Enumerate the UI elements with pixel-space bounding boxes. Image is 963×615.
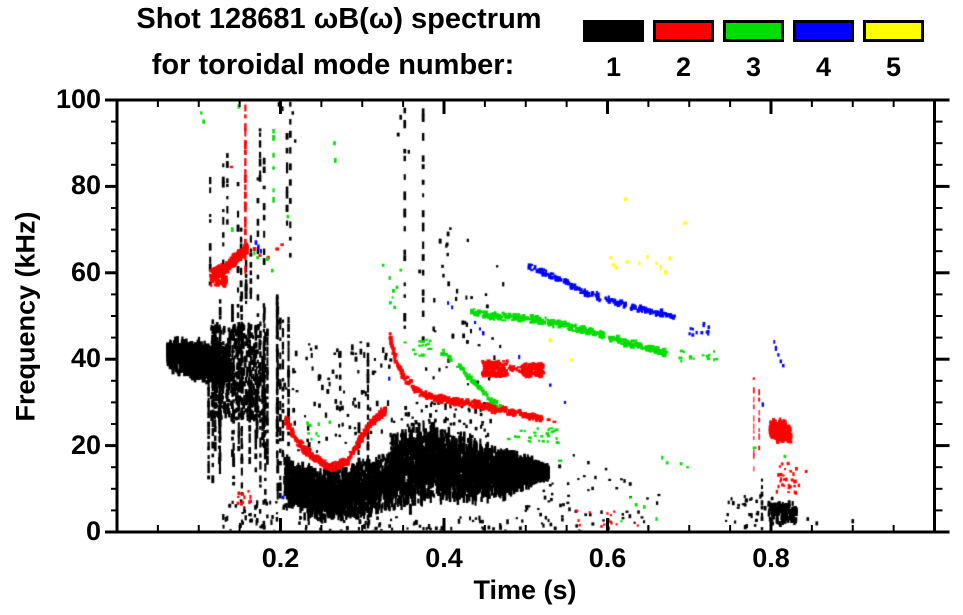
y-tick-label: 60 — [70, 256, 101, 287]
legend-swatch-mode-5 — [863, 20, 924, 42]
legend-swatch-mode-3 — [723, 20, 784, 42]
legend-label-mode-3: 3 — [745, 52, 762, 82]
x-axis-label: Time (s) — [473, 575, 577, 605]
legend-label-mode-1: 1 — [605, 52, 622, 82]
y-tick-label: 0 — [85, 516, 101, 546]
y-tick-label: 20 — [70, 429, 101, 460]
chart-title-line1: Shot 128681 ωB(ω) spectrum — [136, 3, 542, 35]
x-tick-label: 0.8 — [752, 543, 790, 573]
legend-label-mode-5: 5 — [885, 52, 902, 82]
chart-title-line2: for toroidal mode number: — [151, 49, 515, 81]
legend-swatch-mode-2 — [653, 20, 714, 42]
legend-swatch-mode-1 — [583, 20, 644, 42]
x-tick-label: 0.4 — [425, 543, 463, 573]
legend-label-mode-2: 2 — [675, 52, 692, 82]
legend-label-mode-4: 4 — [815, 52, 832, 82]
y-tick-label: 80 — [70, 170, 101, 201]
y-tick-label: 100 — [55, 84, 101, 114]
x-tick-label: 0.2 — [261, 543, 300, 573]
legend-swatch-mode-4 — [793, 20, 854, 42]
y-tick-label: 40 — [70, 343, 101, 374]
x-tick-label: 0.6 — [588, 543, 627, 573]
plot-frame — [115, 98, 936, 534]
